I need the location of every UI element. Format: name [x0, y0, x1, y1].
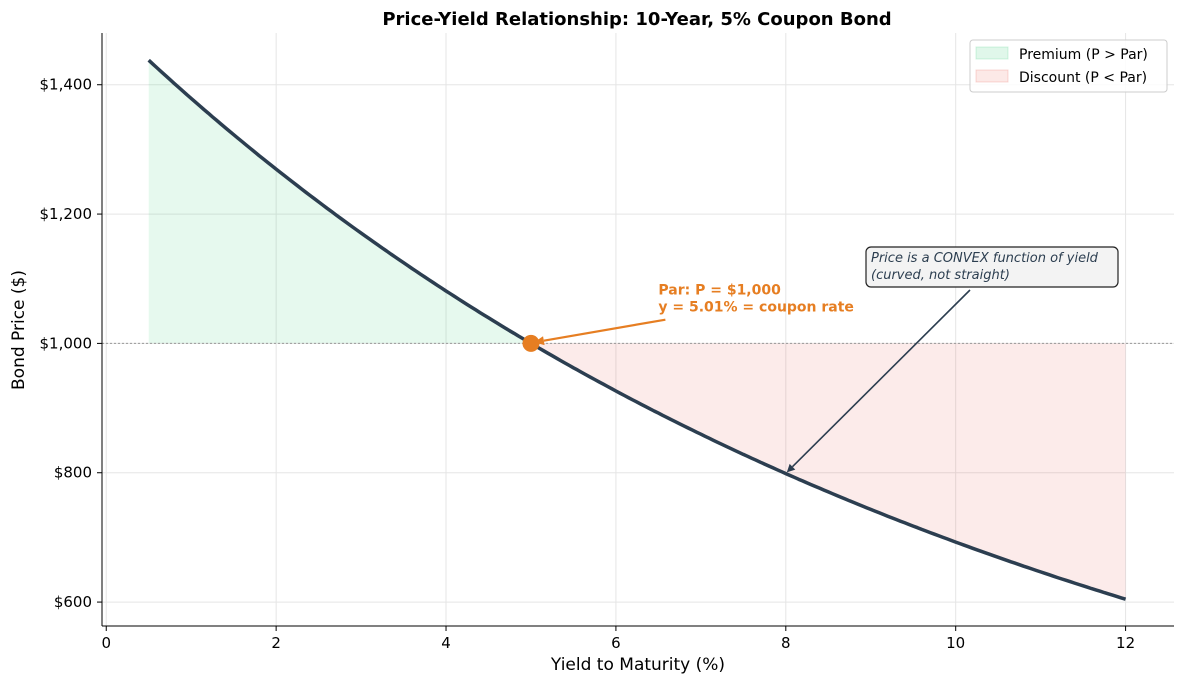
legend: Premium (P > Par) Discount (P < Par): [969, 39, 1168, 93]
x-tick-label: 2: [271, 634, 281, 652]
x-tick-label: 6: [611, 634, 621, 652]
x-tick-label: 10: [946, 634, 965, 652]
x-tick-label: 0: [101, 634, 111, 652]
par-annotation-line-2: y = 5.01% = coupon rate: [658, 300, 854, 316]
legend-label-discount: Discount (P < Par): [1019, 70, 1147, 86]
discount-region: [535, 343, 1126, 600]
par-annotation-line-1: Par: P = $1,000: [658, 283, 781, 299]
x-axis-ticks: 0 2 4 6 8 10 12: [101, 626, 1135, 652]
legend-swatch-premium: [975, 46, 1009, 60]
chart-title: Price-Yield Relationship: 10-Year, 5% Co…: [382, 9, 891, 30]
convex-annotation-line-1: Price is a CONVEX function of yield: [871, 251, 1099, 266]
y-tick-label: $1,200: [40, 205, 93, 223]
legend-frame: [969, 39, 1168, 93]
convex-annotation-arrowhead: [786, 463, 796, 473]
price-curve: [147, 58, 1127, 601]
x-axis-label: Yield to Maturity (%): [550, 655, 725, 675]
convex-annotation-box: [865, 246, 1119, 288]
legend-swatch-discount: [975, 69, 1009, 83]
x-tick-label: 8: [781, 634, 791, 652]
legend-label-premium: Premium (P > Par): [1019, 47, 1148, 63]
premium-region: [148, 60, 531, 344]
convex-annotation-arrow: [791, 289, 971, 468]
y-tick-label: $800: [54, 464, 92, 482]
x-tick-label: 4: [441, 634, 451, 652]
x-tick-label: 12: [1116, 634, 1135, 652]
par-point: [522, 334, 540, 352]
par-annotation-arrow: [543, 318, 666, 342]
y-tick-label: $600: [54, 593, 92, 611]
y-tick-label: $1,400: [40, 76, 93, 94]
y-tick-label: $1,000: [40, 334, 93, 352]
convex-annotation-line-2: (curved, not straight): [871, 268, 1010, 283]
y-axis-label: Bond Price ($): [9, 270, 29, 390]
y-axis-ticks: $600 $800 $1,000 $1,200 $1,400: [40, 76, 102, 611]
par-annotation-arrowhead: [533, 336, 545, 346]
